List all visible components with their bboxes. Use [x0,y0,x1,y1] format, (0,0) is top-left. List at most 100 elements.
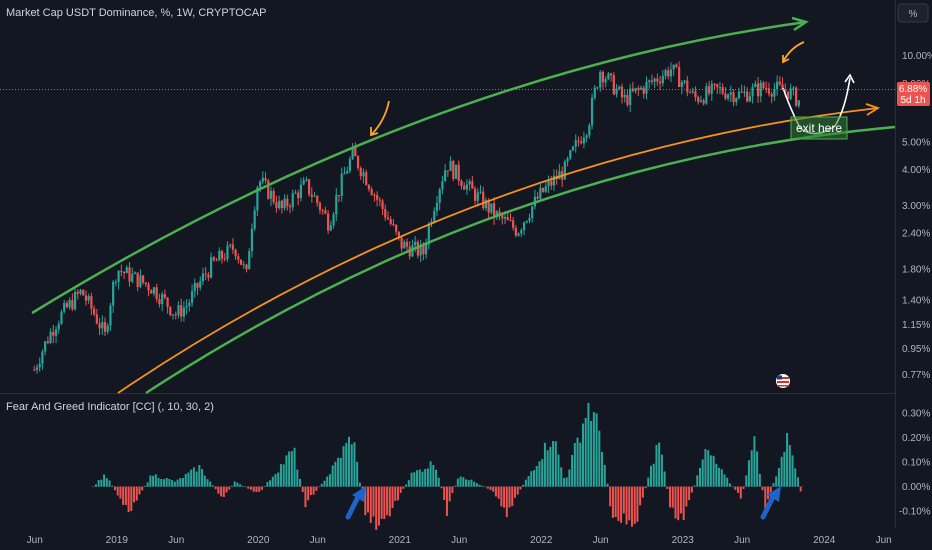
histogram-bar[interactable] [375,486,378,530]
candle-body[interactable] [101,322,104,329]
candle-body[interactable] [44,341,47,352]
candle-body[interactable] [182,307,186,317]
candle-body[interactable] [307,179,311,195]
candle-body[interactable] [93,308,96,315]
candle-body[interactable] [427,224,430,245]
candle-body[interactable] [381,200,384,209]
histogram-bar[interactable] [663,471,666,487]
histogram-bar[interactable] [652,463,655,487]
candle-body[interactable] [506,217,509,221]
histogram-bar[interactable] [603,464,606,487]
candle-body[interactable] [210,257,213,278]
candle-body[interactable] [664,70,667,76]
histogram-bar[interactable] [470,479,473,487]
histogram-bar[interactable] [138,486,141,495]
histogram-bar[interactable] [764,486,767,512]
histogram-bar[interactable] [739,486,742,499]
histogram-bar[interactable] [530,471,533,487]
candle-body[interactable] [724,93,727,99]
candle-body[interactable] [669,69,673,77]
histogram-bar[interactable] [130,486,133,511]
candle-body[interactable] [237,256,240,260]
histogram-bar[interactable] [277,472,280,487]
histogram-bar[interactable] [233,481,236,487]
candle-body[interactable] [735,98,738,102]
candle-body[interactable] [147,284,150,291]
candle-body[interactable] [493,203,496,218]
histogram-bar[interactable] [489,486,492,491]
candle-body[interactable] [185,306,188,308]
histogram-bar[interactable] [538,461,541,487]
histogram-bar[interactable] [443,486,446,500]
candle-body[interactable] [697,97,700,102]
candle-body[interactable] [351,147,354,159]
histogram-bar[interactable] [478,484,481,487]
candle-body[interactable] [84,295,88,301]
candle-body[interactable] [588,125,591,136]
histogram-bar[interactable] [573,442,576,487]
candle-body[interactable] [653,78,656,82]
candle-body[interactable] [452,161,455,179]
histogram-bar[interactable] [304,486,307,508]
histogram-bar[interactable] [236,482,239,487]
histogram-bar[interactable] [247,486,250,489]
fear-greed-histogram[interactable] [92,402,805,530]
candle-body[interactable] [405,241,409,247]
candle-body[interactable] [463,185,466,190]
candle-body[interactable] [759,82,762,97]
histogram-bar[interactable] [312,486,315,495]
histogram-bar[interactable] [217,486,220,494]
candle-body[interactable] [514,227,517,236]
candle-body[interactable] [114,281,117,283]
histogram-bar[interactable] [625,486,628,525]
candle-body[interactable] [131,273,134,282]
candle-body[interactable] [90,295,93,309]
histogram-bar[interactable] [791,455,794,487]
histogram-bar[interactable] [726,477,729,487]
histogram-bar[interactable] [731,486,734,488]
histogram-bar[interactable] [639,486,642,506]
histogram-bar[interactable] [168,478,171,487]
candle-body[interactable] [707,86,711,94]
histogram-bar[interactable] [734,486,737,490]
candle-body[interactable] [231,244,234,250]
candle-body[interactable] [754,83,757,87]
candle-body[interactable] [438,189,441,203]
candle-body[interactable] [536,196,539,199]
candle-body[interactable] [571,146,575,151]
histogram-bar[interactable] [263,486,266,487]
candle-body[interactable] [743,91,746,93]
candle-body[interactable] [675,64,678,68]
candle-body[interactable] [220,251,224,259]
histogram-bar[interactable] [307,486,310,501]
histogram-bar[interactable] [666,486,669,489]
candle-body[interactable] [155,287,158,300]
candle-body[interactable] [242,264,245,266]
histogram-bar[interactable] [250,486,253,490]
histogram-bar[interactable] [513,486,516,498]
candle-body[interactable] [95,314,98,324]
histogram-bar[interactable] [467,480,470,487]
time-axis[interactable]: Jun 2019 Jun 2020 Jun 2021 Jun 2022 Jun 2023 Jun 20… [27,535,892,546]
candle-body[interactable] [604,79,607,83]
histogram-bar[interactable] [274,474,277,487]
histogram-bar[interactable] [399,486,402,493]
candle-body[interactable] [73,292,77,310]
candle-body[interactable] [454,164,458,179]
candle-body[interactable] [280,200,283,209]
candle-body[interactable] [54,329,58,336]
candle-body[interactable] [541,187,545,192]
candle-body[interactable] [302,180,305,185]
candle-body[interactable] [144,282,147,285]
histogram-bar[interactable] [742,486,745,489]
histogram-bar[interactable] [456,478,459,487]
candle-body[interactable] [272,190,275,203]
histogram-bar[interactable] [758,473,761,487]
histogram-bar[interactable] [103,474,106,487]
candle-body[interactable] [419,244,422,256]
candle-body[interactable] [577,140,580,142]
candle-body[interactable] [136,272,139,288]
candle-body[interactable] [46,341,49,343]
histogram-bar[interactable] [331,465,334,487]
